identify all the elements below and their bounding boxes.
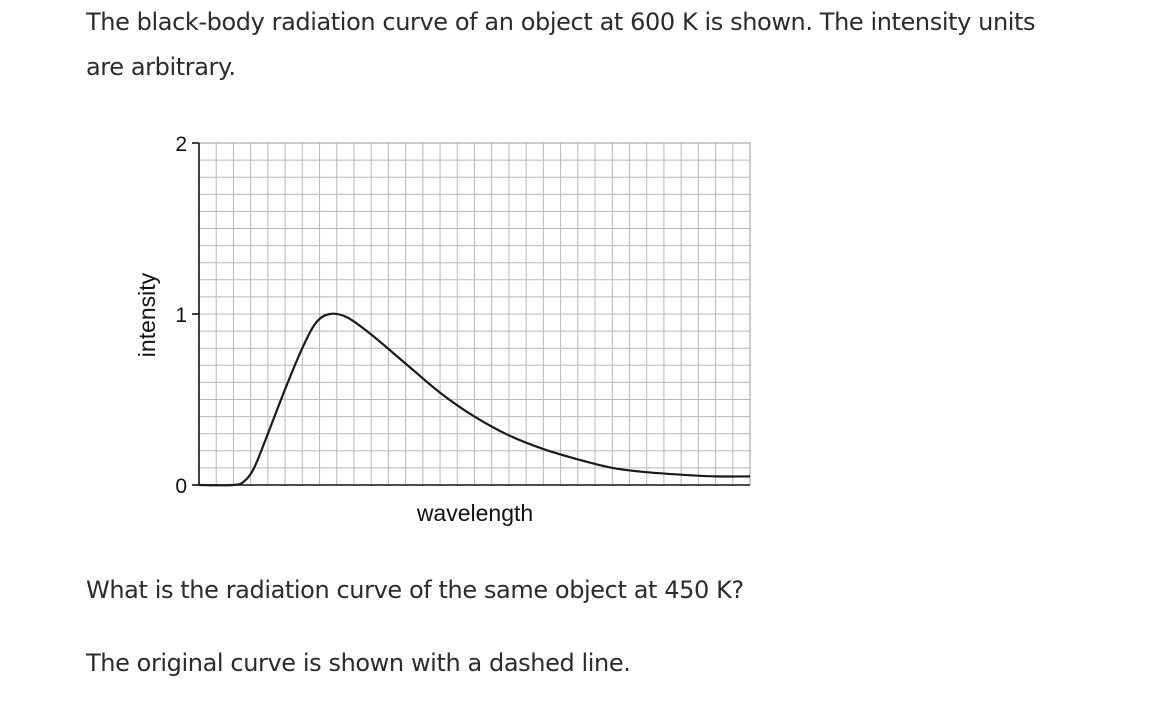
x-axis-label: wavelength xyxy=(416,500,533,526)
y-tick-label: 1 xyxy=(175,304,187,327)
y-axis-label: intensity xyxy=(134,272,160,357)
question-note: The original curve is shown with a dashe… xyxy=(86,649,631,677)
series-line-600k xyxy=(198,312,751,487)
chart-grid xyxy=(199,143,750,485)
question-intro: The black-body radiation curve of an obj… xyxy=(86,8,1036,81)
y-tick-labels: 0 1 2 xyxy=(175,133,199,498)
question-prompt: What is the radiation curve of the same … xyxy=(86,576,744,604)
y-tick-label: 2 xyxy=(175,133,187,156)
y-tick-label: 0 xyxy=(175,475,187,498)
